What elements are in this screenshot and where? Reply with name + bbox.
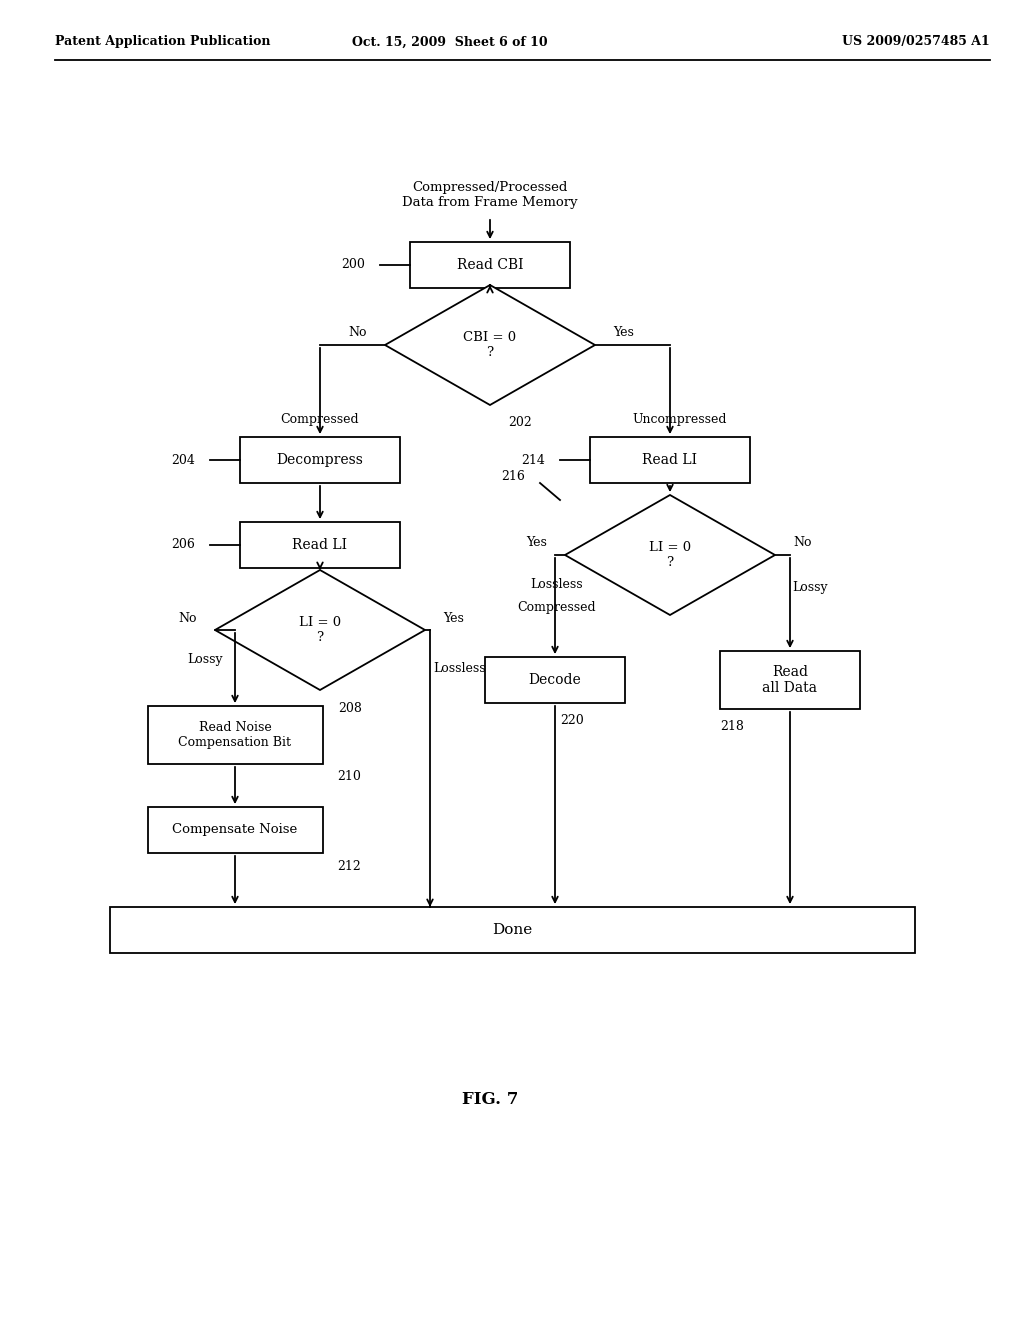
Bar xyxy=(240,437,400,483)
Text: Yes: Yes xyxy=(526,536,547,549)
Text: CBI = 0
?: CBI = 0 ? xyxy=(464,331,516,359)
Text: US 2009/0257485 A1: US 2009/0257485 A1 xyxy=(843,36,990,49)
Text: Read LI: Read LI xyxy=(642,453,697,467)
Text: Decompress: Decompress xyxy=(276,453,364,467)
Text: 220: 220 xyxy=(560,714,584,727)
Text: Patent Application Publication: Patent Application Publication xyxy=(55,36,270,49)
Text: 206: 206 xyxy=(171,539,195,552)
Text: Lossless: Lossless xyxy=(434,661,486,675)
Text: Compressed/Processed
Data from Frame Memory: Compressed/Processed Data from Frame Mem… xyxy=(402,181,578,209)
Bar xyxy=(240,521,400,568)
Bar xyxy=(410,242,570,288)
Text: 218: 218 xyxy=(720,721,743,734)
Text: 216: 216 xyxy=(501,470,525,483)
Text: Decode: Decode xyxy=(528,673,582,686)
Text: Lossless: Lossless xyxy=(530,578,584,591)
Text: Lossy: Lossy xyxy=(187,653,223,667)
Text: Compressed: Compressed xyxy=(518,601,596,614)
Text: 204: 204 xyxy=(171,454,195,466)
Text: Compensate Noise: Compensate Noise xyxy=(172,824,298,837)
Text: Compressed: Compressed xyxy=(281,413,359,426)
Text: FIG. 7: FIG. 7 xyxy=(462,1092,518,1109)
Text: Read CBI: Read CBI xyxy=(457,257,523,272)
Bar xyxy=(590,437,750,483)
Text: 210: 210 xyxy=(337,770,360,783)
Text: No: No xyxy=(178,611,197,624)
Polygon shape xyxy=(215,570,425,690)
Text: Read Noise
Compensation Bit: Read Noise Compensation Bit xyxy=(178,721,292,748)
Text: No: No xyxy=(348,326,367,339)
Bar xyxy=(485,657,625,704)
Text: 212: 212 xyxy=(337,861,360,874)
Bar xyxy=(147,706,323,764)
Bar xyxy=(720,651,860,709)
Text: Read
all Data: Read all Data xyxy=(763,665,817,696)
Text: No: No xyxy=(793,536,811,549)
Polygon shape xyxy=(385,285,595,405)
Text: 214: 214 xyxy=(521,454,545,466)
Text: LI = 0
?: LI = 0 ? xyxy=(649,541,691,569)
Text: Yes: Yes xyxy=(613,326,634,339)
Text: LI = 0
?: LI = 0 ? xyxy=(299,616,341,644)
Text: Yes: Yes xyxy=(443,611,464,624)
Polygon shape xyxy=(565,495,775,615)
Text: 208: 208 xyxy=(338,701,361,714)
Text: 202: 202 xyxy=(508,417,531,429)
Text: 200: 200 xyxy=(341,259,365,272)
Text: Uncompressed: Uncompressed xyxy=(633,413,727,426)
Text: Oct. 15, 2009  Sheet 6 of 10: Oct. 15, 2009 Sheet 6 of 10 xyxy=(352,36,548,49)
Text: Lossy: Lossy xyxy=(793,581,827,594)
Text: Done: Done xyxy=(493,923,532,937)
Text: Read LI: Read LI xyxy=(293,539,347,552)
Bar xyxy=(110,907,915,953)
Bar xyxy=(147,807,323,853)
